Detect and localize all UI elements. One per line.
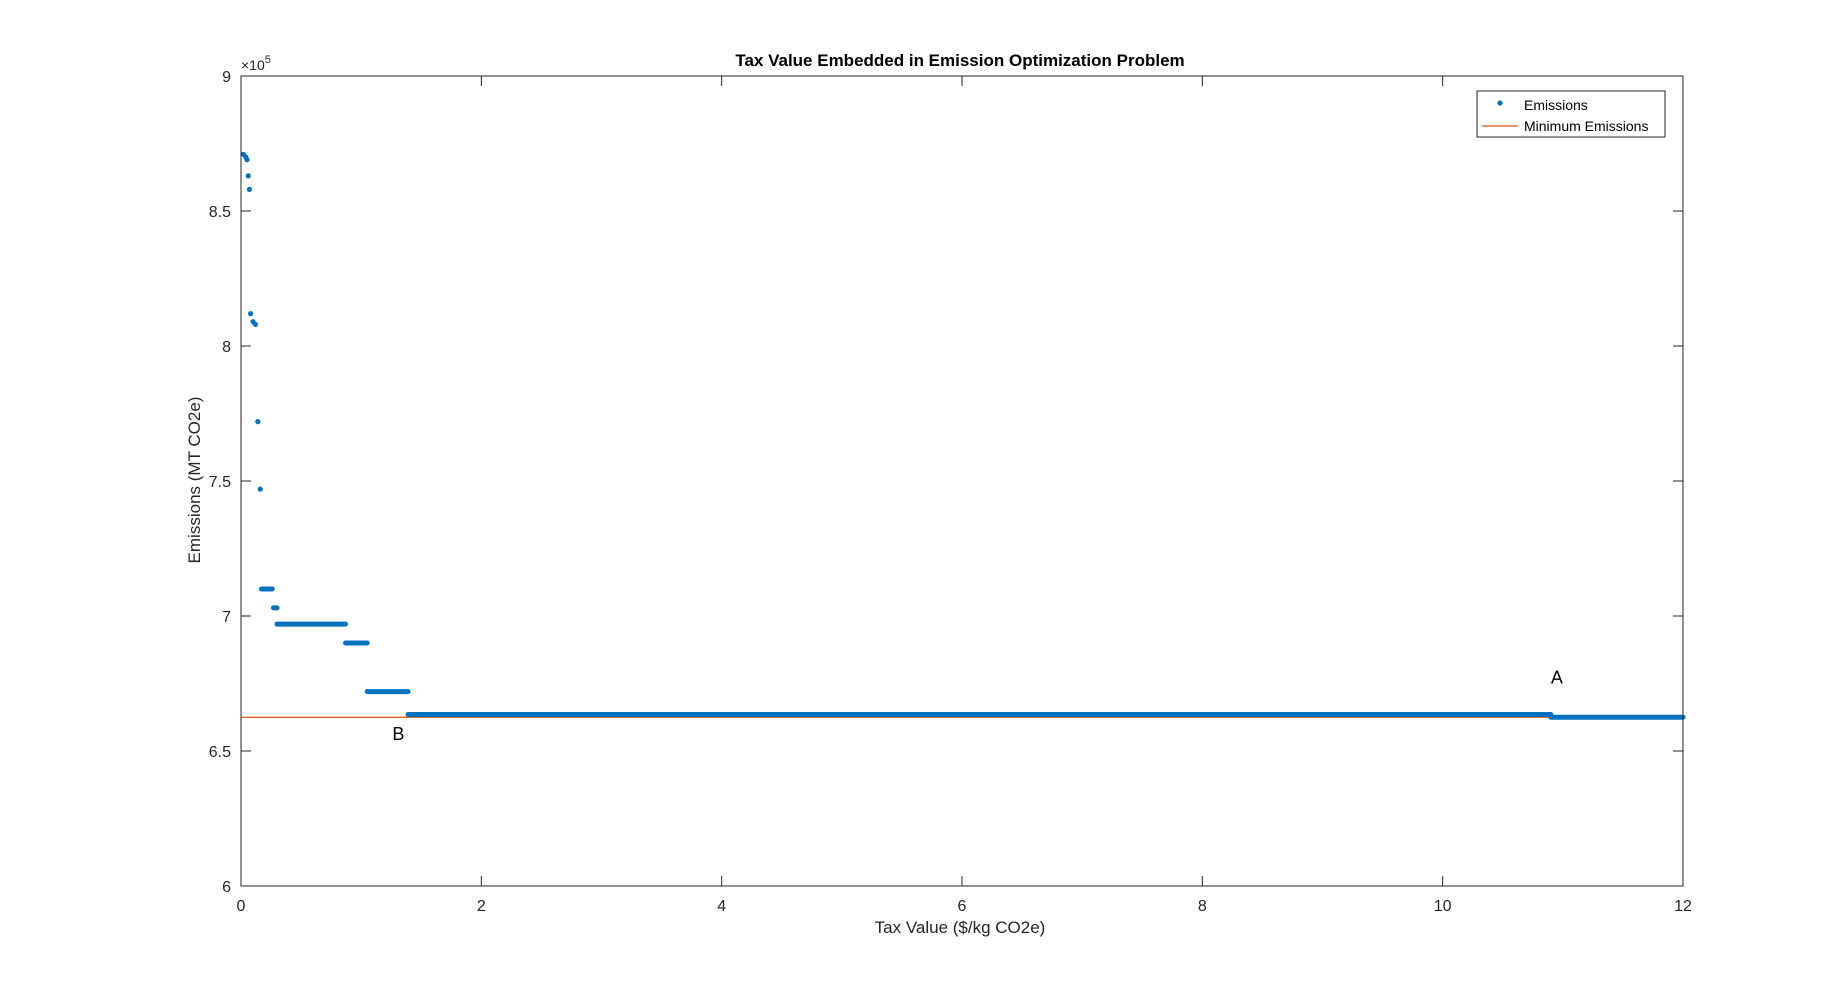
y-axis-exponent: ×105 — [241, 54, 271, 73]
emissions-point — [244, 157, 250, 163]
x-tick-label: 4 — [717, 898, 726, 915]
x-tick-label: 0 — [237, 898, 246, 915]
axes-frame — [240, 75, 1684, 887]
annotation-label-a: A — [1551, 668, 1563, 688]
emissions-point — [257, 486, 263, 492]
y-exponent-base: ×10 — [241, 57, 265, 73]
emissions-point — [248, 311, 254, 317]
legend-marker-emissions — [1497, 100, 1503, 106]
y-tick-label: 8.5 — [209, 204, 231, 221]
y-tick-label: 8 — [222, 339, 231, 356]
x-tick-label: 12 — [1674, 898, 1692, 915]
x-tick-label: 10 — [1434, 898, 1452, 915]
data-layer — [240, 151, 1686, 720]
axis-text: Tax Value Embedded in Emission Optimizat… — [185, 51, 1692, 937]
plot-background — [241, 76, 1683, 886]
y-exponent-power: 5 — [265, 54, 271, 66]
legend-box — [1476, 90, 1666, 138]
y-axis-label: Emissions (MT CO2e) — [185, 397, 204, 564]
y-tick-label: 7 — [222, 609, 231, 626]
x-tick-label: 8 — [1198, 898, 1207, 915]
x-tick-label: 6 — [958, 898, 967, 915]
chart-title: Tax Value Embedded in Emission Optimizat… — [735, 51, 1184, 70]
x-axis-label: Tax Value ($/kg CO2e) — [875, 918, 1046, 937]
x-tick-label: 2 — [477, 898, 486, 915]
emissions-point — [255, 419, 261, 425]
emissions-point — [252, 321, 259, 327]
plot-area — [241, 76, 1683, 886]
legend-label: Emissions — [1524, 97, 1588, 113]
legend: Emissions Minimum Emissions — [1476, 90, 1666, 138]
y-tick-label: 6 — [222, 879, 231, 896]
legend-label: Minimum Emissions — [1524, 118, 1648, 134]
y-tick-label: 7.5 — [209, 474, 231, 491]
emissions-point — [245, 173, 251, 179]
emissions-point — [246, 186, 253, 192]
y-tick-label: 6.5 — [209, 744, 231, 761]
annotation-label-b: B — [392, 724, 404, 744]
y-tick-label: 9 — [222, 69, 231, 86]
